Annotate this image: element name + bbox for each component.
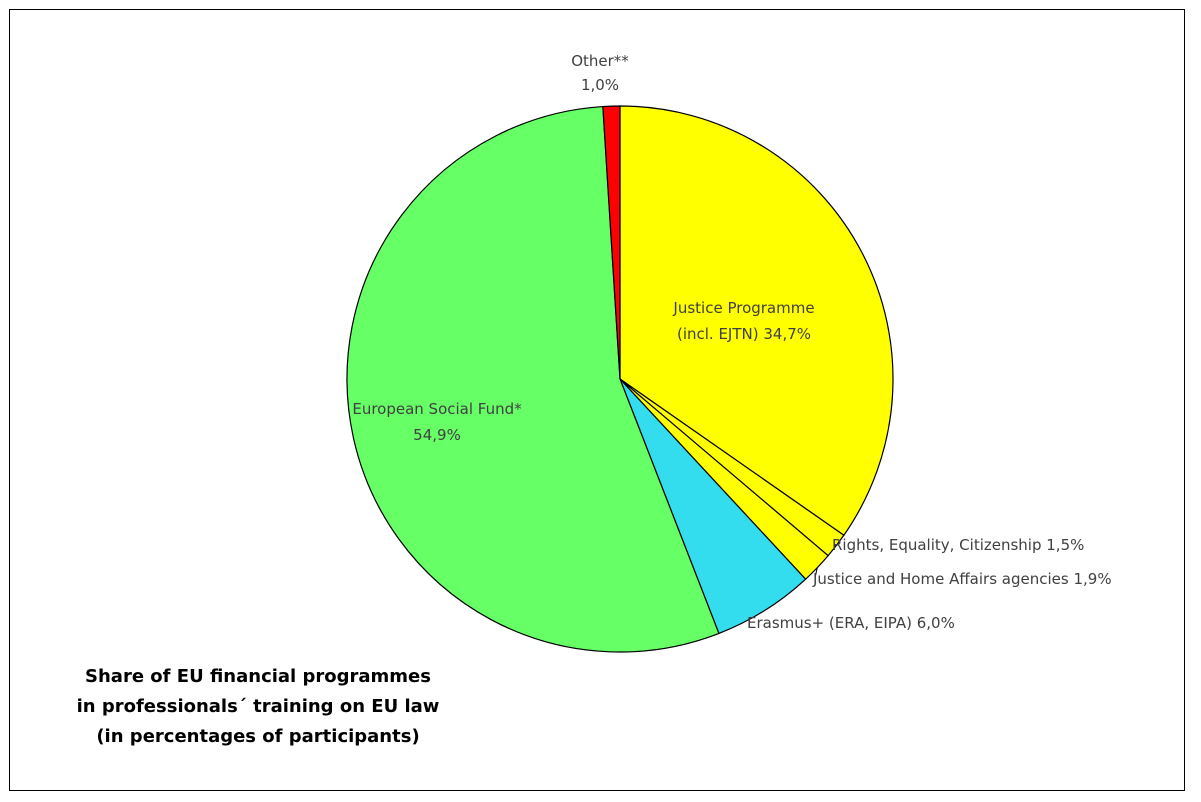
leader-line-2 bbox=[833, 543, 837, 547]
pie-slice-6 bbox=[602, 105, 621, 380]
slice-label-line: Justice and Home Affairs agencies 1,9% bbox=[812, 570, 1112, 588]
slice-label-5: European Social Fund* 54,9% bbox=[352, 400, 522, 444]
slice-label-3: Justice and Home Affairs agencies 1,9% bbox=[812, 570, 1112, 588]
slice-label-line: (incl. EJTN) 34,7% bbox=[677, 325, 811, 343]
slice-label-2: Rights, Equality, Citizenship 1,5% bbox=[832, 536, 1084, 554]
slice-label-1: Justice Programme (incl. EJTN) 34,7% bbox=[672, 299, 814, 343]
chart-frame: Justice Programme (incl. EJTN) 34,7% Right… bbox=[9, 9, 1185, 791]
chart-title-line-2: in professionals´ training on EU law bbox=[76, 696, 440, 717]
slice-label-line: European Social Fund* bbox=[352, 400, 522, 418]
slice-label-6: Other** 1,0% bbox=[571, 52, 629, 94]
pie-slices bbox=[346, 105, 894, 653]
slice-label-line: 54,9% bbox=[413, 426, 461, 444]
pie-chart: Justice Programme (incl. EJTN) 34,7% Right… bbox=[346, 52, 1112, 653]
chart-title: Share of EU financial programmes in prof… bbox=[38, 662, 478, 752]
slice-label-line: Other** bbox=[571, 52, 629, 70]
slice-label-line: 1,0% bbox=[581, 76, 619, 94]
chart-title-line-1: Share of EU financial programmes bbox=[85, 666, 431, 687]
leader-line-3 bbox=[814, 567, 818, 579]
slice-label-4: Erasmus+ (ERA, EIPA) 6,0% bbox=[747, 614, 955, 632]
leader-lines bbox=[814, 543, 837, 579]
slice-label-line: Rights, Equality, Citizenship 1,5% bbox=[832, 536, 1084, 554]
chart-title-line-3: (in percentages of participants) bbox=[96, 726, 420, 747]
slice-labels: Justice Programme (incl. EJTN) 34,7% Right… bbox=[352, 52, 1111, 632]
slice-label-line: Justice Programme bbox=[672, 299, 814, 317]
pie-slice-1 bbox=[619, 105, 894, 537]
slice-label-line: Erasmus+ (ERA, EIPA) 6,0% bbox=[747, 614, 955, 632]
pie-slice-5 bbox=[346, 105, 720, 653]
